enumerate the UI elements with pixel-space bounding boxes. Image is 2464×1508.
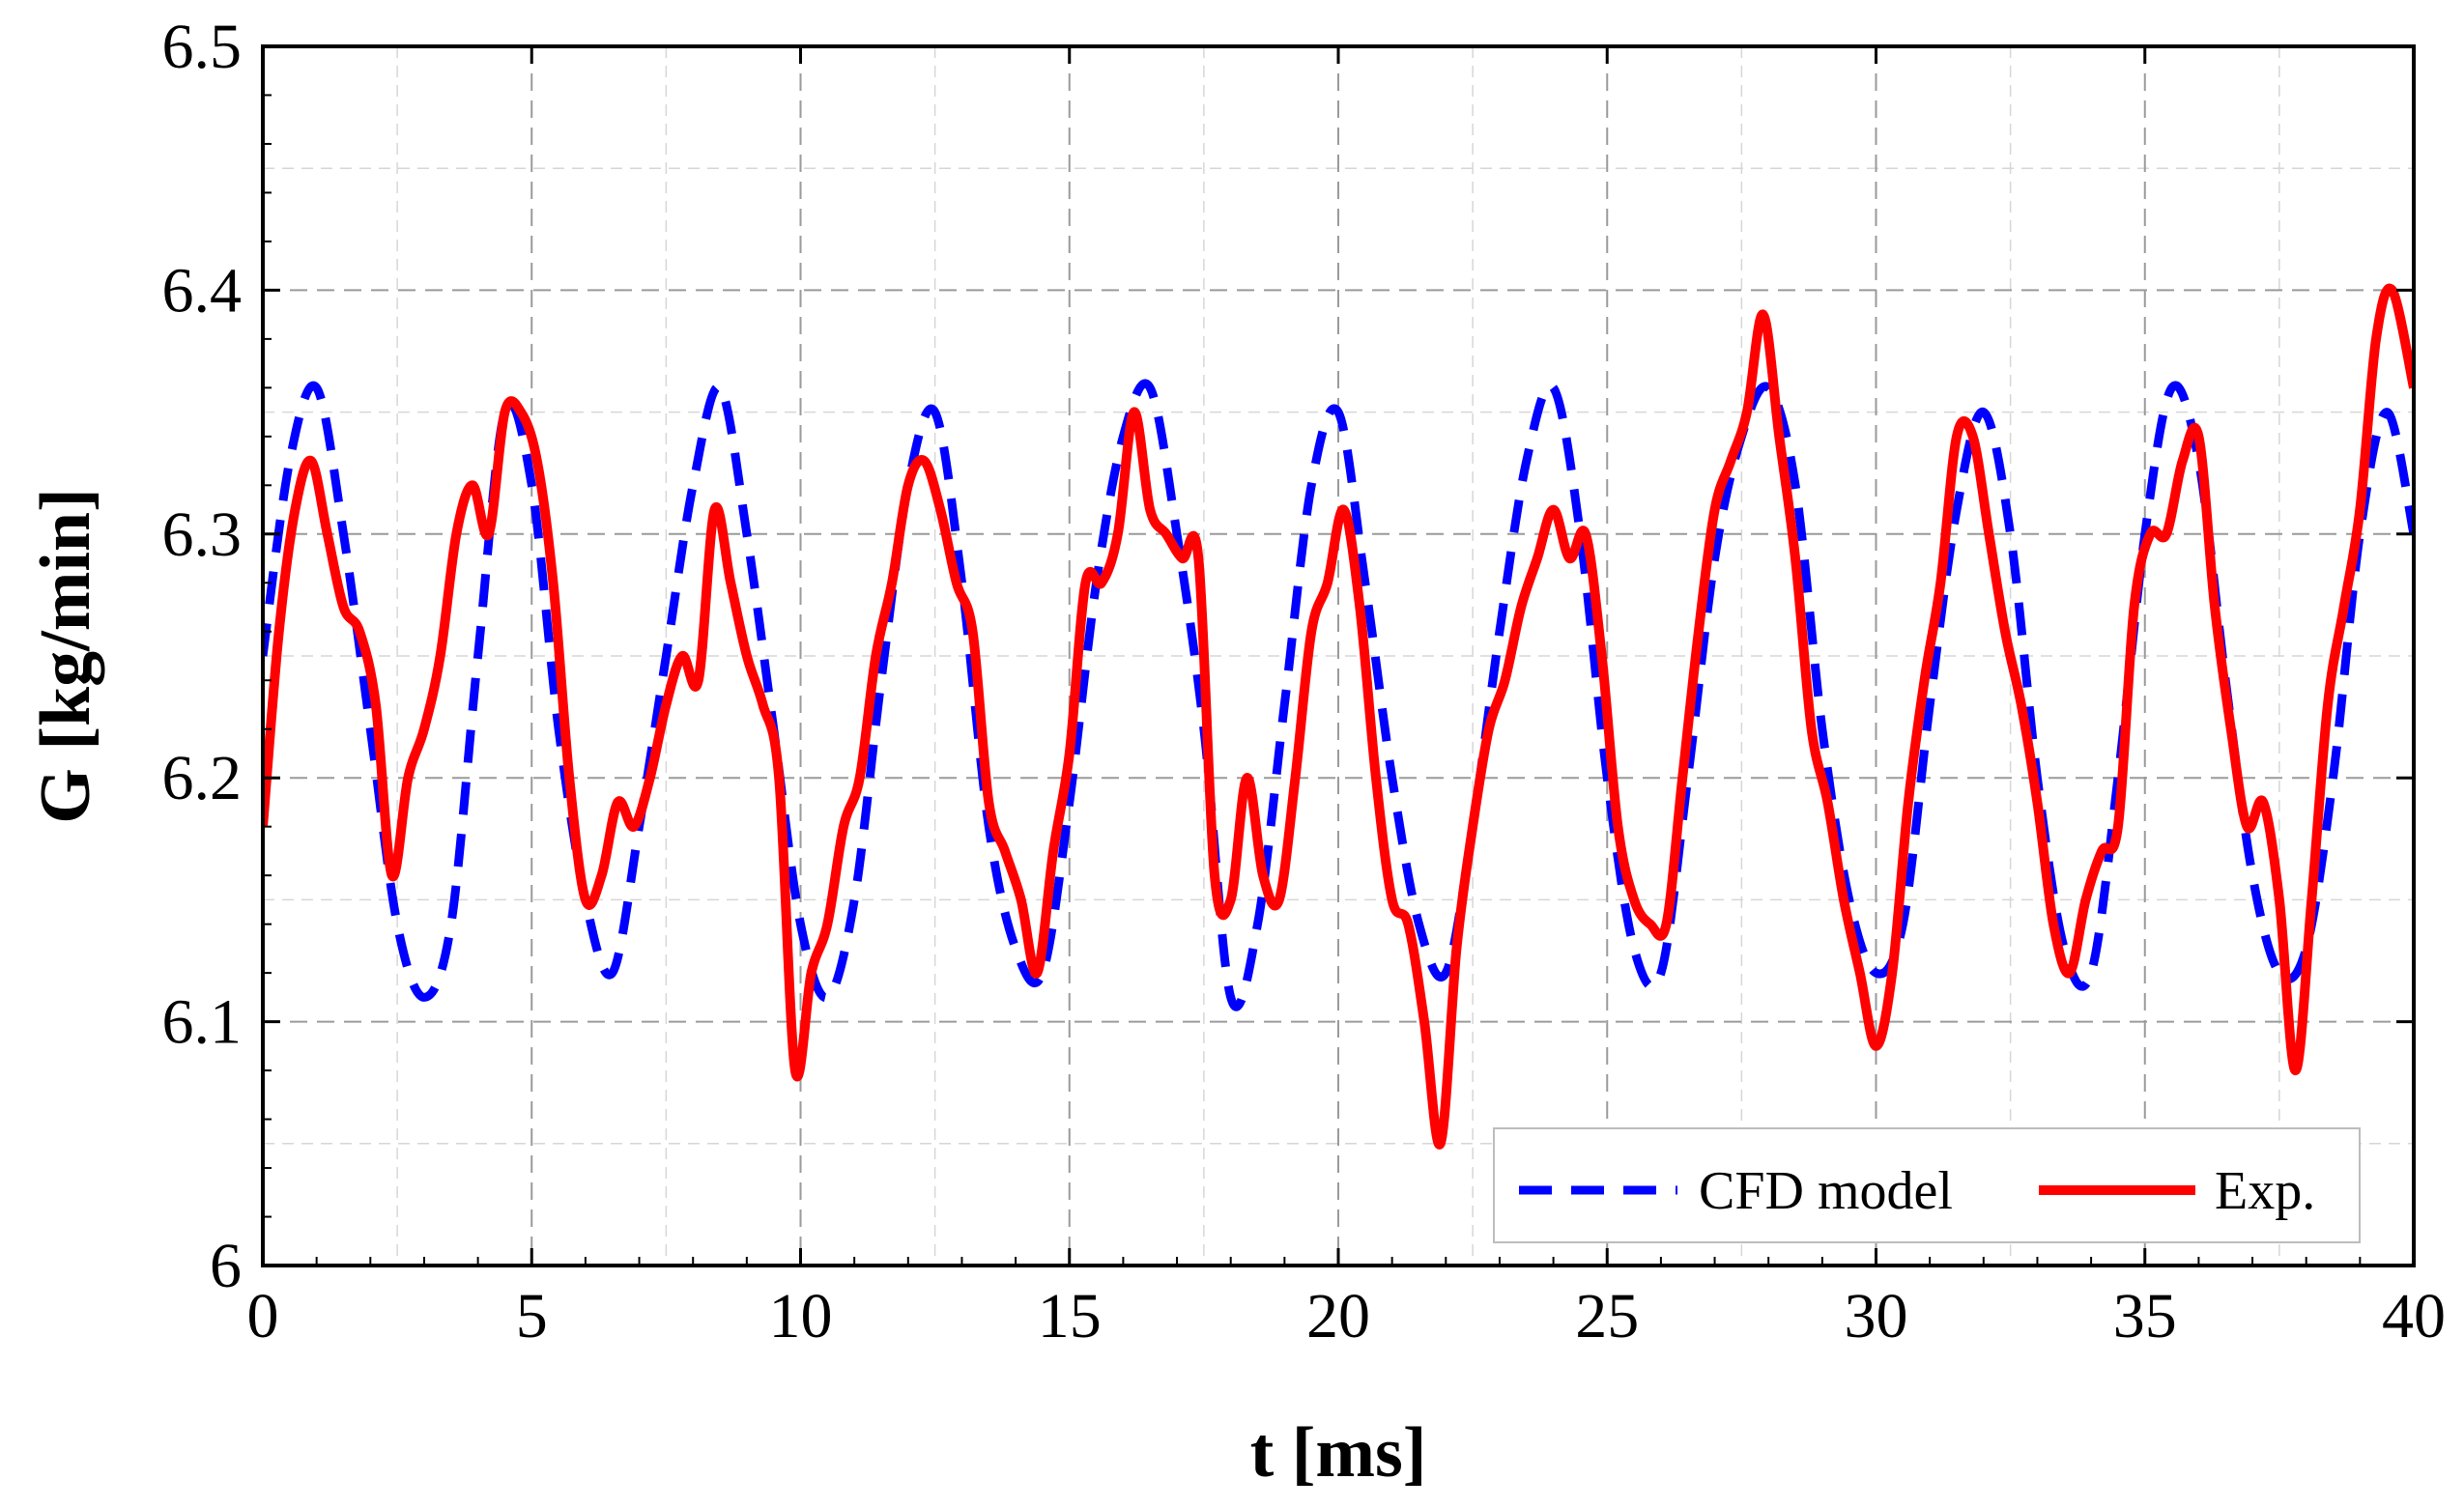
x-tick-label: 15 [1038,1281,1102,1352]
y-tick-label: 6.1 [162,987,243,1058]
grid [263,46,2414,1266]
ticks [261,44,2416,1267]
x-tick-label: 20 [1306,1281,1370,1352]
legend-label-cfd-model: CFD model [1699,1161,1953,1221]
x-tick-label: 35 [2113,1281,2177,1352]
series-layer [263,283,2414,1150]
legend: CFD model Exp. [1493,1127,2361,1243]
legend-label-exp: Exp. [2215,1161,2315,1221]
x-tick-label: 10 [769,1281,833,1352]
y-tick-label: 6.3 [162,499,243,570]
x-tick-label: 30 [1845,1281,1908,1352]
series-line-exp [263,283,2414,1150]
y-tick-label: 6.5 [162,12,243,82]
x-tick-label: 25 [1575,1281,1639,1352]
y-tick-label: 6.4 [162,255,243,326]
y-tick-label: 6.2 [162,743,243,813]
x-tick-label: 5 [516,1281,548,1352]
y-tick-label: 6 [210,1231,242,1301]
x-tick-label: 0 [247,1281,279,1352]
x-tick-label: 40 [2382,1281,2446,1352]
y-axis-title: G [kg/min] [26,488,105,823]
tick-labels: 0 5 10 15 20 25 30 35 40 6 6.1 6.2 6.3 6.4 6.5 [162,12,2447,1352]
x-axis-title: t [ms] [1250,1413,1427,1493]
legend-box [1493,1127,2361,1243]
